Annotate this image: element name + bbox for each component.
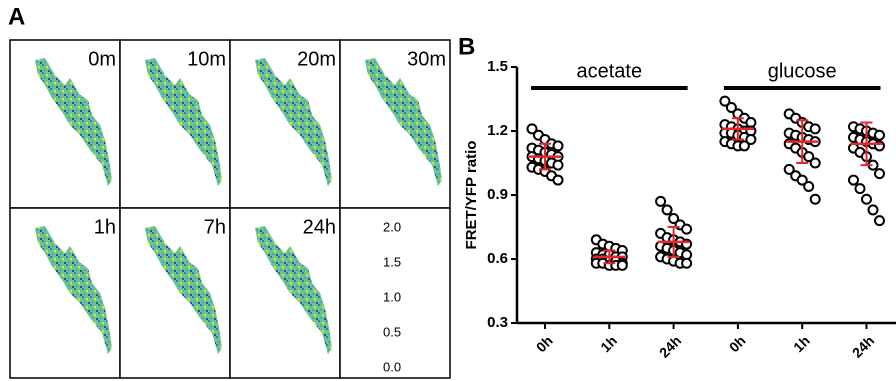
data-point [804,182,813,191]
x-tick-label: 1h [790,332,813,355]
group-label: glucose [768,60,837,82]
data-point [554,176,563,185]
time-label: 20m [297,48,336,70]
group-label: acetate [576,60,642,82]
time-label: 1h [94,216,116,238]
time-label: 7h [204,216,226,238]
y-tick-label: 1.5 [487,58,508,75]
y-tick-label: 0.9 [487,186,508,203]
colorbar-label: 1.5 [383,254,401,269]
data-point [618,261,627,270]
data-point [663,205,672,214]
data-point [811,159,820,168]
y-tick-label: 0.6 [487,250,508,267]
y-axis-label: FRET/YFP ratio [463,141,480,250]
panel-label: A [8,3,25,30]
time-label: 0m [88,48,116,70]
x-tick-label: 24h [656,332,684,360]
colorbar-label: 1.0 [383,289,401,304]
colorbar-label: 0.0 [383,359,401,374]
y-tick-label: 0.3 [487,314,508,331]
data-point [554,161,563,170]
panel-label: B [458,33,475,60]
x-tick-label: 1h [597,332,620,355]
colorbar-label: 0.5 [383,324,401,339]
figure: A B FRET/YFP ratio 0m 10m 20m 30m 1h 7h 24h 2.0… [0,0,896,381]
data-point [656,197,665,206]
data-point [682,225,691,234]
data-point [856,184,865,193]
data-point [875,131,884,140]
data-point [875,169,884,178]
time-label: 10m [187,48,226,70]
data-point [811,195,820,204]
data-point [849,176,858,185]
data-point [811,124,820,133]
x-tick-label: 24h [849,332,877,360]
data-point [869,205,878,214]
data-point [554,141,563,150]
x-tick-label: 0h [533,332,556,355]
data-point [875,216,884,225]
x-tick-label: 0h [726,332,749,355]
data-point [862,195,871,204]
y-tick-label: 1.2 [487,122,508,139]
data-point [682,259,691,268]
time-label: 30m [407,48,446,70]
data-point [740,141,749,150]
time-label: 24h [303,216,336,238]
colorbar-label: 2.0 [383,219,401,234]
